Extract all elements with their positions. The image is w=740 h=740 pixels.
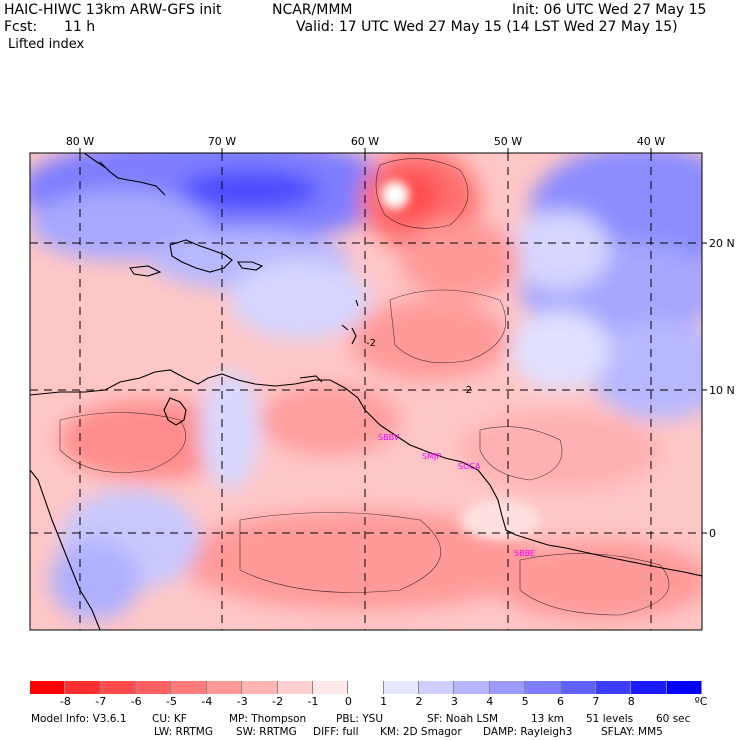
model-title: HAIC-HIWC 13km ARW-GFS init (4, 2, 222, 18)
lat-label-10n: 10 N (709, 384, 735, 397)
colorbar-cell (419, 681, 455, 694)
colorbar-tick-label: 3 (450, 695, 458, 708)
colorbar-tick-label: 6 (557, 695, 565, 708)
lon-label-80w: 80 W (66, 135, 94, 148)
lat-label-20n: 20 N (709, 237, 735, 250)
colorbar-cell (242, 681, 278, 694)
colorbar-cell (454, 681, 490, 694)
coastlines (30, 153, 702, 630)
resolution: 13 km (531, 713, 565, 725)
colorbar-tick-label: -2 (272, 695, 284, 708)
colorbar-tick-label: 8 (627, 695, 635, 708)
lat-label-eq: 0 (709, 527, 716, 540)
colorbar-tick-label: 5 (521, 695, 529, 708)
colorbar-cell (206, 681, 243, 694)
levels: 51 levels (586, 713, 634, 725)
colorbar-cell (277, 681, 313, 694)
lon-label-50w: 50 W (494, 135, 522, 148)
colorbar-tick-label: 0 (344, 695, 352, 708)
colorbar-cell (136, 681, 172, 694)
lon-label-60w: 60 W (351, 135, 379, 148)
colorbar-cell (312, 681, 349, 694)
diff-option: DIFF: full (313, 726, 359, 738)
colorbar-tick-label: -6 (130, 695, 142, 708)
mp-scheme: MP: Thompson (229, 713, 307, 725)
forecast-label: Fcst: (4, 19, 38, 35)
contour-label: -2 (366, 338, 376, 349)
colorbar-cell (348, 681, 384, 694)
sw-scheme: SW: RRTMG (236, 726, 297, 738)
colorbar-tick-label: -8 (59, 695, 71, 708)
timestep: 60 sec (656, 713, 691, 725)
damp-option: DAMP: Rayleigh3 (483, 726, 573, 738)
shading-field (30, 153, 702, 620)
colorbar-tick-label: 2 (415, 695, 423, 708)
contours (59, 158, 670, 616)
sf-scheme: SF: Noah LSM (427, 713, 499, 725)
km-option: KM: 2D Smagor (380, 726, 462, 738)
colorbar-cell (666, 681, 702, 694)
contour-label: -2 (462, 385, 472, 396)
colorbar-tick-label: -1 (307, 695, 319, 708)
station-label-soca: SOCA (458, 462, 481, 471)
colorbar-cell (30, 681, 66, 694)
pbl-scheme: PBL: YSU (336, 713, 384, 725)
colorbar-tick-label: -4 (201, 695, 213, 708)
lon-label-40w: 40 W (637, 135, 665, 148)
field-name: Lifted index (8, 37, 85, 52)
lw-scheme: LW: RRTMG (154, 726, 213, 738)
colorbar-tick-label: -5 (165, 695, 177, 708)
colorbar-unit: ºC (694, 695, 708, 708)
colorbar-cell (631, 681, 667, 694)
cu-scheme: CU: KF (152, 713, 187, 725)
lon-label-70w: 70 W (208, 135, 236, 148)
init-time: Init: 06 UTC Wed 27 May 15 (512, 2, 707, 18)
colorbar-cell (383, 681, 420, 694)
lat-lon-grid (30, 153, 702, 630)
station-label-sbbv: SBBV (378, 433, 400, 442)
colorbar-tick-label: -7 (95, 695, 107, 708)
forecast-hour: 11 h (64, 19, 96, 35)
sflay-option: SFLAY: MM5 (601, 726, 663, 738)
colorbar-cell (595, 681, 632, 694)
valid-time: Valid: 17 UTC Wed 27 May 15 (14 LST Wed … (296, 19, 678, 35)
station-label-smjp: SMJP (422, 452, 441, 461)
station-label-sbbe: SBBE (514, 549, 535, 558)
colorbar-cell (560, 681, 596, 694)
colorbar-cell (100, 681, 137, 694)
org-label: NCAR/MMM (272, 2, 353, 18)
colorbar-tick-label: 4 (486, 695, 494, 708)
colorbar-cell (525, 681, 561, 694)
colorbar-tick-label: -3 (236, 695, 248, 708)
colorbar-cell (171, 681, 207, 694)
colorbar-cell (65, 681, 101, 694)
colorbar-tick-label: 7 (592, 695, 600, 708)
model-info: Model Info: V3.6.1 (31, 713, 127, 725)
colorbar-cell (489, 681, 526, 694)
colorbar-tick-label: 1 (380, 695, 388, 708)
